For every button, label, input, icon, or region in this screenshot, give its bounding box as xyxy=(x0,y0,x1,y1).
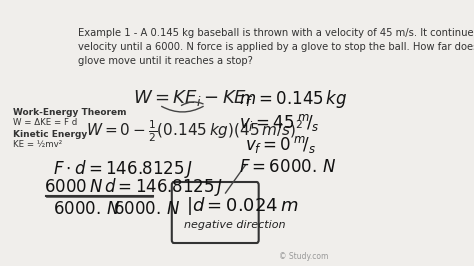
Text: KE = ½mv²: KE = ½mv² xyxy=(13,140,63,149)
Text: W = ΔKE = F d: W = ΔKE = F d xyxy=(13,118,78,127)
Text: $|d = 0.024\,m$: $|d = 0.024\,m$ xyxy=(186,195,298,217)
Text: © Study.com: © Study.com xyxy=(279,252,328,261)
Text: negative direction: negative direction xyxy=(184,220,286,230)
Text: Kinetic Energy: Kinetic Energy xyxy=(13,130,88,139)
Text: $6000.\,N$: $6000.\,N$ xyxy=(113,200,180,218)
Text: $6000\,N\, d = 146.8125\,J$: $6000\,N\, d = 146.8125\,J$ xyxy=(44,176,223,198)
Text: Work-Energy Theorem: Work-Energy Theorem xyxy=(13,108,127,117)
Text: $v_f = 0\,^m\!/_s$: $v_f = 0\,^m\!/_s$ xyxy=(246,134,317,155)
Text: $m = 0.145\,kg$: $m = 0.145\,kg$ xyxy=(239,88,347,110)
Text: $v_i = 45\,^m\!/_s$: $v_i = 45\,^m\!/_s$ xyxy=(239,112,319,133)
Text: $6000.\,N$: $6000.\,N$ xyxy=(53,200,120,218)
Text: Example 1 - A 0.145 kg baseball is thrown with a velocity of 45 m/s. It continue: Example 1 - A 0.145 kg baseball is throw… xyxy=(78,28,474,66)
Text: $W = 0 - \frac{1}{2}(0.145\,kg)(45\,m/s)^2$: $W = 0 - \frac{1}{2}(0.145\,kg)(45\,m/s)… xyxy=(86,118,303,144)
Text: $W = KE_i - KE_f$: $W = KE_i - KE_f$ xyxy=(133,88,253,108)
FancyBboxPatch shape xyxy=(172,182,259,243)
Text: $F = 6000.\,N$: $F = 6000.\,N$ xyxy=(239,158,336,176)
Text: $F \cdot d = 146.8125\,J$: $F \cdot d = 146.8125\,J$ xyxy=(53,158,193,180)
